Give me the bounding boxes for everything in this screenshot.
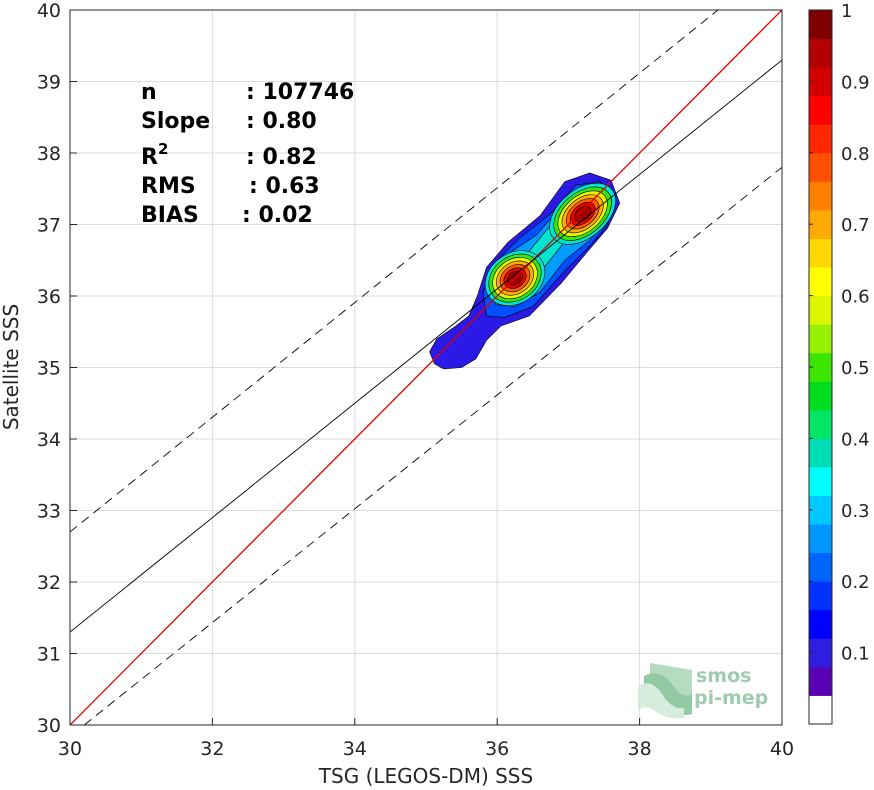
colorbar-segment [809, 38, 832, 68]
colorbar-segment [809, 438, 832, 468]
grid [69, 9, 783, 726]
y-tick-label: 40 [37, 0, 61, 22]
colorbar-segment [809, 638, 832, 668]
colorbar-segment [809, 295, 832, 325]
y-tick-label: 39 [37, 72, 61, 94]
colorbar-segment [809, 10, 832, 40]
colorbar-segment [809, 609, 832, 639]
colorbar-segment [809, 152, 832, 182]
colorbar-segment [809, 324, 832, 354]
logo-line1: smos [696, 665, 751, 687]
logo-waves-icon [638, 663, 692, 719]
colorbar-segment [809, 409, 832, 439]
x-tick-label: 40 [770, 738, 794, 760]
y-tick-label: 34 [37, 429, 61, 451]
stats-block: n : 107746 Slope : 0.80 R2 : 0.82 RMS : 0.63 BIA… [141, 80, 354, 228]
colorbar-segment [809, 581, 832, 611]
colorbar-segment [809, 238, 832, 268]
contour-ring [574, 205, 592, 222]
colorbar-tick-label: 0.6 [841, 287, 870, 308]
y-tick-label: 32 [37, 572, 61, 594]
y-ticks: 30 31 32 33 34 35 36 37 38 39 40 [37, 0, 77, 737]
y-tick-label: 30 [37, 715, 61, 737]
x-tick-label: 36 [485, 738, 509, 760]
colorbar: 0.1 0.2 0.3 0.4 0.5 0.6 0.7 0.8 0.9 1 [808, 1, 870, 725]
upper-bound-line [70, 10, 719, 533]
colorbar-segment [809, 666, 832, 696]
x-tick-label: 32 [200, 738, 224, 760]
colorbar-segment [809, 695, 832, 725]
colorbar-tick-label: 0.9 [841, 72, 870, 93]
logo-line2: pi-mep [694, 687, 768, 709]
y-tick-label: 37 [37, 215, 61, 237]
colorbar-tick-label: 0.2 [841, 572, 870, 593]
colorbar-tick-label: 0.8 [841, 144, 870, 165]
stat-value: : 0.80 [246, 109, 317, 134]
colorbar-segment [809, 552, 832, 582]
colorbar-segment [809, 267, 832, 297]
colorbar-segment [809, 495, 832, 525]
colorbar-tick-label: 0.3 [841, 501, 870, 522]
stat-value: : 0.63 [249, 174, 320, 199]
one-to-one-line [70, 10, 782, 725]
colorbar-segment [809, 67, 832, 97]
stat-label: RMS [141, 174, 196, 199]
colorbar-tick-label: 0.1 [841, 644, 870, 665]
reference-lines [70, 10, 782, 725]
x-tick-label: 38 [628, 738, 652, 760]
colorbar-segment [809, 466, 832, 497]
x-ticks: 30 32 34 36 38 40 [58, 718, 794, 760]
colorbar-tick-label: 0.5 [841, 358, 870, 379]
colorbar-tick-label: 0.4 [841, 429, 870, 450]
y-axis-label: Satellite SSS [0, 304, 23, 430]
colorbar-segment [809, 181, 832, 211]
y-tick-label: 33 [37, 501, 61, 523]
y-tick-label: 35 [37, 358, 61, 380]
colorbar-segment [809, 524, 832, 554]
colorbar-segment [809, 124, 832, 154]
stat-value: : 0.02 [242, 203, 313, 228]
x-tick-label: 34 [343, 738, 367, 760]
regression-line [70, 59, 782, 633]
colorbar-segment [809, 209, 832, 239]
y-tick-label: 36 [37, 286, 61, 308]
colorbar-segment [809, 95, 832, 125]
stat-value: : 0.82 [246, 145, 317, 170]
x-tick-label: 30 [58, 738, 82, 760]
smos-pi-mep-logo: smos pi-mep [638, 663, 768, 719]
stat-label: BIAS [141, 203, 199, 228]
stat-label: Slope [141, 109, 210, 134]
y-tick-label: 38 [37, 143, 61, 165]
colorbar-segment [809, 381, 832, 411]
y-tick-label: 31 [37, 644, 61, 666]
stat-value: : 107746 [246, 80, 354, 105]
colorbar-segment [809, 352, 832, 382]
colorbar-tick-label: 0.7 [841, 215, 870, 236]
colorbar-tick-label: 1 [841, 1, 852, 22]
stat-label: R2 [141, 140, 168, 170]
stat-label: n [141, 80, 157, 105]
density-peak-2 [549, 182, 616, 245]
x-axis-label: TSG (LEGOS-DM) SSS [318, 764, 533, 788]
